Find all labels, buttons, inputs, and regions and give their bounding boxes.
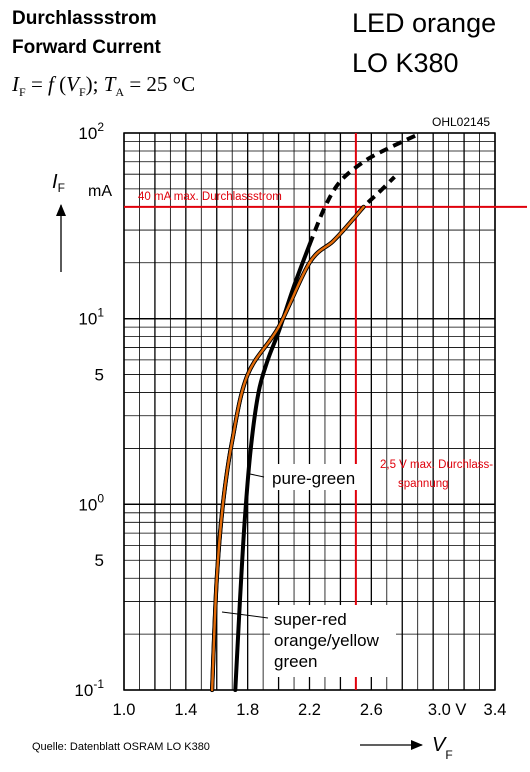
y-tick-exponent: -1 <box>93 677 104 691</box>
annotation-super-red-line: green <box>274 652 317 671</box>
annotation-leader <box>249 473 265 478</box>
formula-t-val: = 25 °C <box>124 72 196 96</box>
y-tick-exponent: 2 <box>97 120 104 134</box>
x-tick-label: 3.4 <box>484 701 507 719</box>
x-tick-label: 1.8 <box>236 701 259 719</box>
y-tick-label: 101 <box>78 306 104 329</box>
annotation-super-red-line: super-red <box>274 610 347 629</box>
reference-label-max-voltage-line1: 2,5 V max. Durchlass- <box>380 459 493 471</box>
x-tick-label: 1.0 <box>113 701 136 719</box>
annotation-leader <box>221 611 269 619</box>
annotation-pure-green: pure-green <box>272 469 355 488</box>
source-note: Quelle: Datenblatt OSRAM LO K380 <box>32 741 210 753</box>
x-tick-label: 1.4 <box>174 701 197 719</box>
y-tick-exponent: 0 <box>97 491 104 505</box>
y-tick-label: 102 <box>78 120 104 143</box>
chart-formula: IF = f (VF); TA = 25 °C <box>12 72 196 100</box>
x-axis-label-sub: F <box>445 748 452 762</box>
chart-title-en: Forward Current <box>12 37 161 58</box>
series-led-orange <box>210 205 365 692</box>
y-axis-label-sub: F <box>58 181 65 195</box>
formula-t: T <box>103 72 116 96</box>
x-tick-label: 2.6 <box>360 701 383 719</box>
chart-title-de: Durchlassstrom <box>12 8 157 29</box>
x-tick-label: 2.2 <box>298 701 321 719</box>
x-axis-label: VF <box>432 734 453 762</box>
y-tick-label: 10-1 <box>74 677 104 700</box>
figure-code: OHL02145 <box>432 115 490 129</box>
formula-eq: = <box>25 72 49 96</box>
formula-t-sub: A <box>115 85 125 100</box>
y-tick-label: 100 <box>78 491 104 514</box>
product-name-line1: LED orange <box>352 8 497 38</box>
formula-lhs: I <box>12 72 19 96</box>
formula-arg-sub: F <box>78 85 86 100</box>
series-pure-green-dashed <box>307 132 419 246</box>
formula-lhs-sub: F <box>19 85 26 100</box>
formula-fn: f <box>48 72 54 96</box>
formula-sep: ; <box>92 72 104 96</box>
y-tick-label: 5 <box>95 366 104 385</box>
plot-frame <box>123 132 496 691</box>
annotation-super-red-line: orange/yellow <box>274 631 380 650</box>
series-super-red-orange-yellow-green-dashed <box>346 175 396 227</box>
annotation-backing <box>268 464 366 490</box>
formula-arg: V <box>66 72 79 96</box>
annotation-backing <box>270 605 396 677</box>
y-tick-label: 5 <box>95 551 104 570</box>
y-axis-label: IF <box>52 171 65 195</box>
y-axis-unit: mA <box>88 183 112 200</box>
reference-label-max-voltage-line2: spannung <box>398 478 449 490</box>
product-name-line2: LO K380 <box>352 48 459 78</box>
reference-label-max-current: 40 mA max. Durchlassstrom <box>138 191 282 203</box>
x-tick-label: 3.0 V <box>428 701 467 719</box>
y-tick-exponent: 1 <box>97 306 104 320</box>
